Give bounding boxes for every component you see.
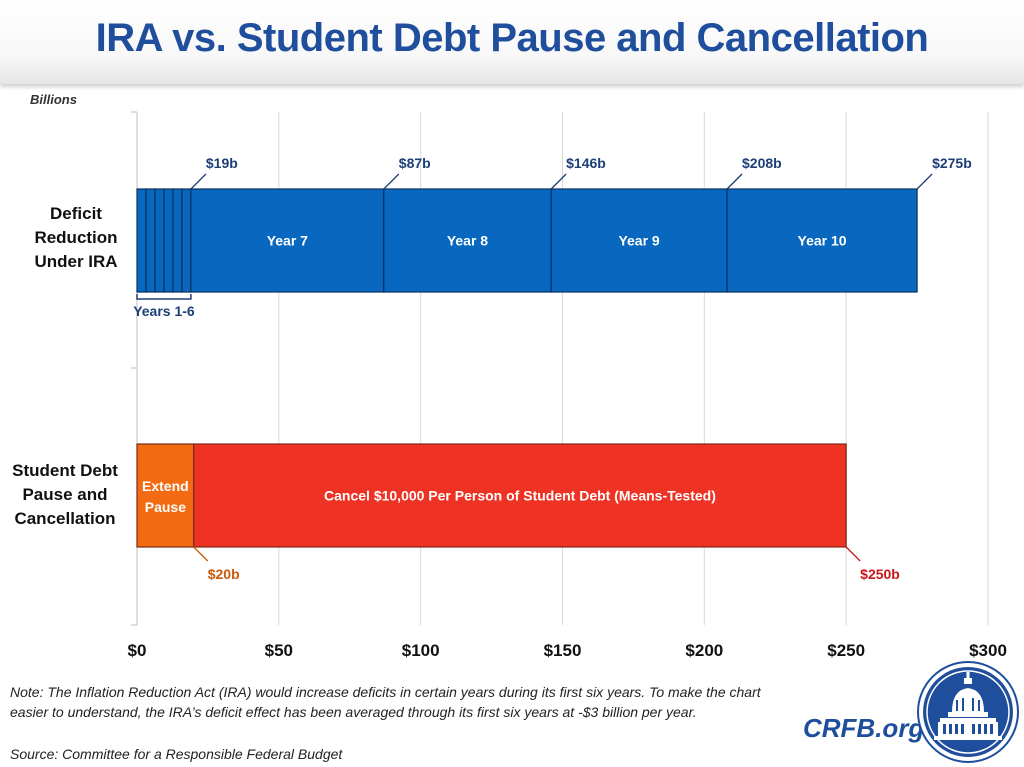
label-leader	[726, 173, 743, 190]
label-leader	[193, 546, 209, 562]
segment-label: Cancel $10,000 Per Person of Student Deb…	[324, 488, 716, 504]
bar-segment	[163, 188, 174, 293]
data-label: $20b	[208, 566, 240, 582]
label-leader	[383, 173, 400, 190]
bar-segment	[383, 188, 552, 293]
label-leader	[550, 173, 567, 190]
segment-label: Year 9	[618, 233, 659, 249]
data-label: $208b	[742, 155, 782, 171]
bar-segment	[154, 188, 165, 293]
group-label: Years 1-6	[133, 303, 195, 319]
title-bar	[0, 0, 1024, 84]
label-leader	[916, 173, 933, 190]
category-label-ira: Deficit Reduction Under IRA	[11, 202, 141, 274]
data-label: $275b	[932, 155, 972, 171]
bar-segment	[193, 443, 847, 548]
segment-label: Year 10	[798, 233, 847, 249]
bar-segment	[181, 188, 192, 293]
data-label: $87b	[399, 155, 431, 171]
label-leader	[190, 173, 207, 190]
category-label-student-debt: Student Debt Pause and Cancellation	[0, 459, 130, 531]
x-tick-label: $0	[128, 641, 147, 660]
x-tick-label: $300	[969, 641, 1007, 660]
brand-link[interactable]: CRFB.org	[803, 713, 925, 743]
data-label: $146b	[566, 155, 606, 171]
segment-label: Year 8	[447, 233, 488, 249]
chart-title: IRA vs. Student Debt Pause and Cancellat…	[95, 16, 929, 60]
x-tick-label: $100	[402, 641, 440, 660]
segment-label: Pause	[145, 499, 186, 515]
x-tick-label: $250	[827, 641, 865, 660]
category-label-line: Deficit	[50, 204, 102, 223]
years-bracket	[136, 294, 192, 300]
segment-label: Year 7	[267, 233, 308, 249]
segment-label: Extend	[142, 478, 189, 494]
x-tick-label: $200	[685, 641, 723, 660]
label-leader	[845, 546, 861, 562]
x-tick-label: $50	[265, 641, 293, 660]
category-label-line: Reduction	[34, 228, 118, 247]
bar-segment	[172, 188, 183, 293]
bar-segment	[145, 188, 156, 293]
category-label-line: Under IRA	[34, 252, 118, 271]
data-label: $19b	[206, 155, 238, 171]
category-label-line: Pause and	[22, 485, 108, 504]
category-label-line: Student Debt	[12, 461, 118, 480]
units-label: Billions	[30, 92, 77, 107]
capitol-logo-icon	[917, 661, 1019, 763]
source-note: Source: Committee for a Responsible Fede…	[10, 746, 343, 762]
data-label: $250b	[860, 566, 900, 582]
footnote: Note: The Inflation Reduction Act (IRA) …	[10, 684, 761, 720]
bar-segment	[726, 188, 918, 293]
bar-segment	[136, 443, 195, 548]
x-tick-label: $150	[544, 641, 582, 660]
bar-segment	[550, 188, 728, 293]
category-label-line: Cancellation	[14, 509, 116, 528]
